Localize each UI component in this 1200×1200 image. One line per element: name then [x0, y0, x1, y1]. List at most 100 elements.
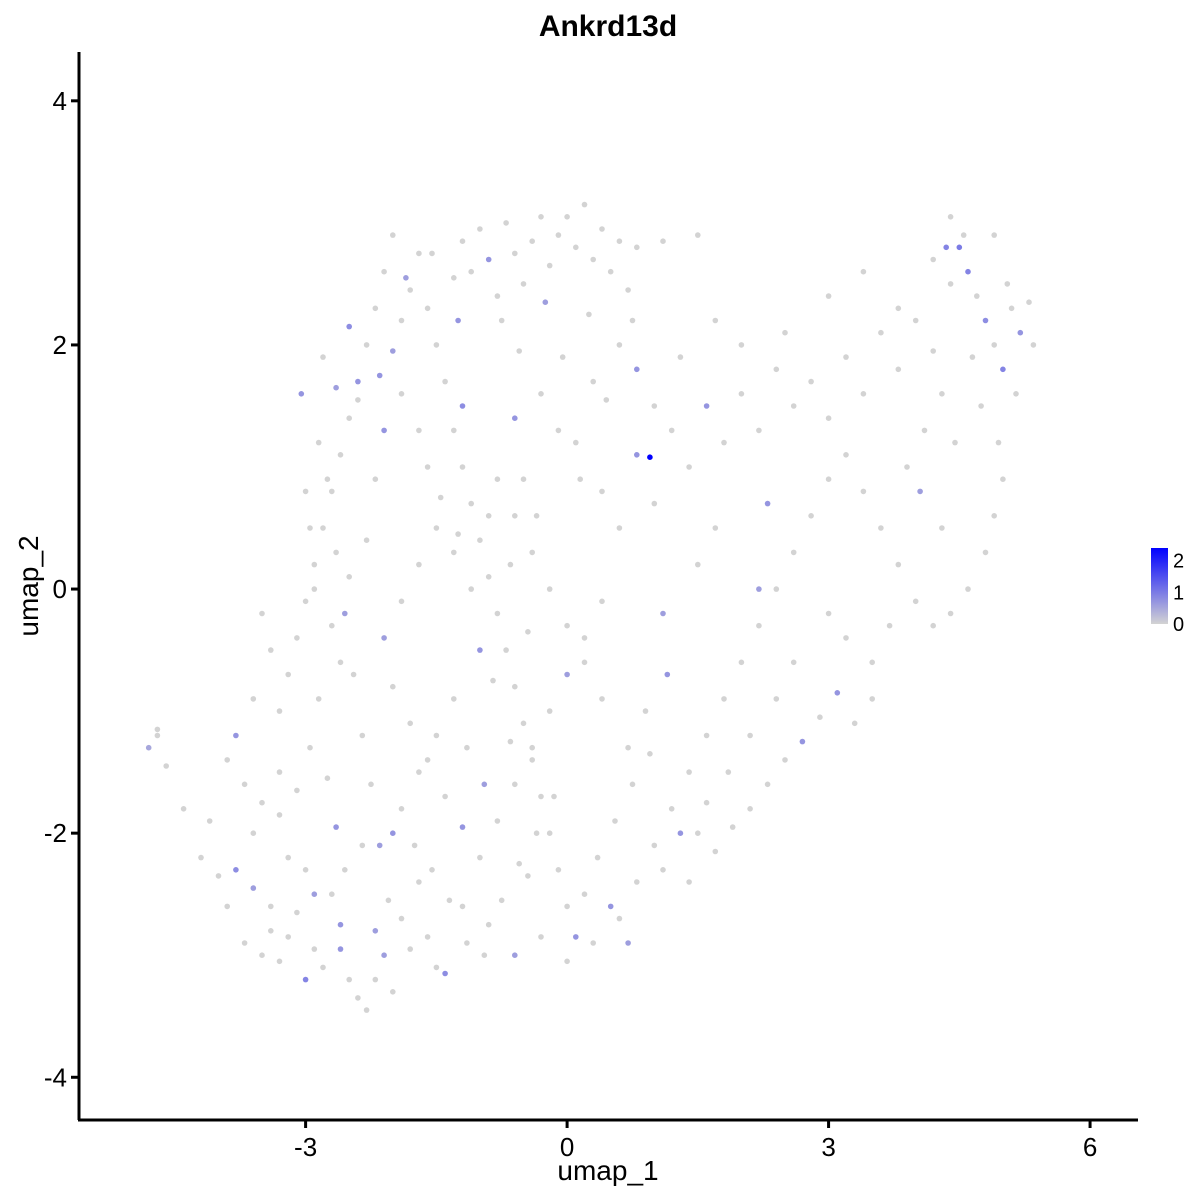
cell-point [599, 598, 605, 605]
cell-point [851, 720, 858, 727]
cell-point [564, 903, 570, 910]
cell-point [485, 256, 492, 263]
cell-point [947, 281, 954, 287]
cell-point [555, 232, 562, 238]
cell-point [520, 720, 527, 727]
cell-point [825, 610, 832, 617]
cell-point [965, 268, 971, 275]
cell-point [647, 751, 653, 757]
cell-point [577, 476, 583, 483]
cell-point [555, 867, 562, 873]
x-tick-label: 0 [560, 1132, 574, 1162]
cell-point [250, 696, 257, 702]
cell-point [1013, 391, 1019, 397]
cell-point [939, 391, 945, 397]
cell-point [982, 549, 989, 556]
cell-point [485, 513, 492, 519]
cell-point [337, 659, 344, 666]
cell-point [250, 885, 257, 891]
cell-point [686, 879, 692, 885]
cell-point [512, 781, 518, 788]
cell-point [359, 732, 366, 739]
cell-point [372, 976, 379, 983]
cell-point [512, 683, 518, 690]
cell-point [642, 708, 649, 714]
cell-point [1030, 342, 1037, 348]
cell-point [381, 952, 387, 958]
cell-point [647, 454, 653, 461]
cell-point [581, 891, 588, 897]
cell-point [477, 854, 483, 861]
cell-point [372, 476, 379, 483]
cell-point [390, 683, 396, 690]
cell-point [259, 799, 265, 806]
cell-point [464, 744, 470, 751]
cell-point [442, 970, 448, 977]
cell-point [651, 842, 658, 849]
y-tick-label: 4 [53, 86, 67, 116]
cell-point [268, 928, 274, 934]
cell-point [930, 622, 936, 629]
cell-point [507, 738, 514, 745]
cell-point [507, 561, 514, 568]
cell-point [503, 220, 509, 226]
cell-point [703, 403, 710, 409]
cell-point [721, 439, 727, 446]
cell-point [459, 403, 466, 409]
cell-point [555, 427, 562, 434]
cell-point [320, 964, 326, 971]
data-points [145, 201, 1037, 1013]
cell-point [390, 232, 396, 238]
cell-point [294, 787, 300, 794]
cell-point [512, 513, 518, 519]
cell-point [294, 635, 300, 641]
cell-point [1008, 305, 1015, 312]
cell-point [573, 244, 579, 251]
cell-point [298, 391, 305, 397]
cell-point [459, 238, 466, 244]
cell-point [424, 464, 431, 470]
cell-point [607, 268, 614, 275]
cell-point [411, 842, 418, 849]
cell-point [398, 915, 405, 922]
cell-point [686, 769, 692, 775]
cell-point [538, 934, 544, 940]
cell-point [180, 806, 187, 812]
cell-point [895, 561, 902, 568]
cell-point [612, 818, 618, 824]
cell-point [939, 525, 945, 531]
cell-point [634, 452, 640, 458]
cell-point [546, 708, 553, 714]
cell-point [912, 598, 919, 605]
cell-point [455, 317, 461, 324]
cell-point [660, 867, 666, 873]
cell-point [956, 244, 963, 251]
cell-point [285, 671, 292, 678]
cell-point [808, 513, 814, 519]
cell-point [285, 934, 292, 940]
cell-point [372, 928, 379, 934]
cell-point [276, 708, 283, 714]
cell-point [198, 854, 204, 861]
cell-point [516, 860, 522, 867]
cell-point [738, 391, 745, 397]
y-tick-label: 2 [53, 330, 67, 360]
cell-point [825, 476, 832, 483]
cell-point [995, 439, 1002, 446]
cell-point [333, 824, 339, 830]
cell-point [1017, 329, 1024, 336]
cell-point [337, 946, 344, 952]
cell-point [773, 696, 780, 702]
cell-point [276, 958, 283, 965]
cell-point [686, 464, 692, 470]
cell-point [154, 726, 161, 733]
cell-point [712, 848, 719, 855]
cell-point [381, 427, 387, 434]
cell-point [756, 586, 762, 592]
cell-point [520, 476, 527, 483]
cell-point [307, 744, 313, 751]
cell-point [424, 757, 431, 763]
cell-point [538, 793, 544, 800]
cell-point [311, 586, 318, 592]
cell-point [437, 494, 444, 501]
